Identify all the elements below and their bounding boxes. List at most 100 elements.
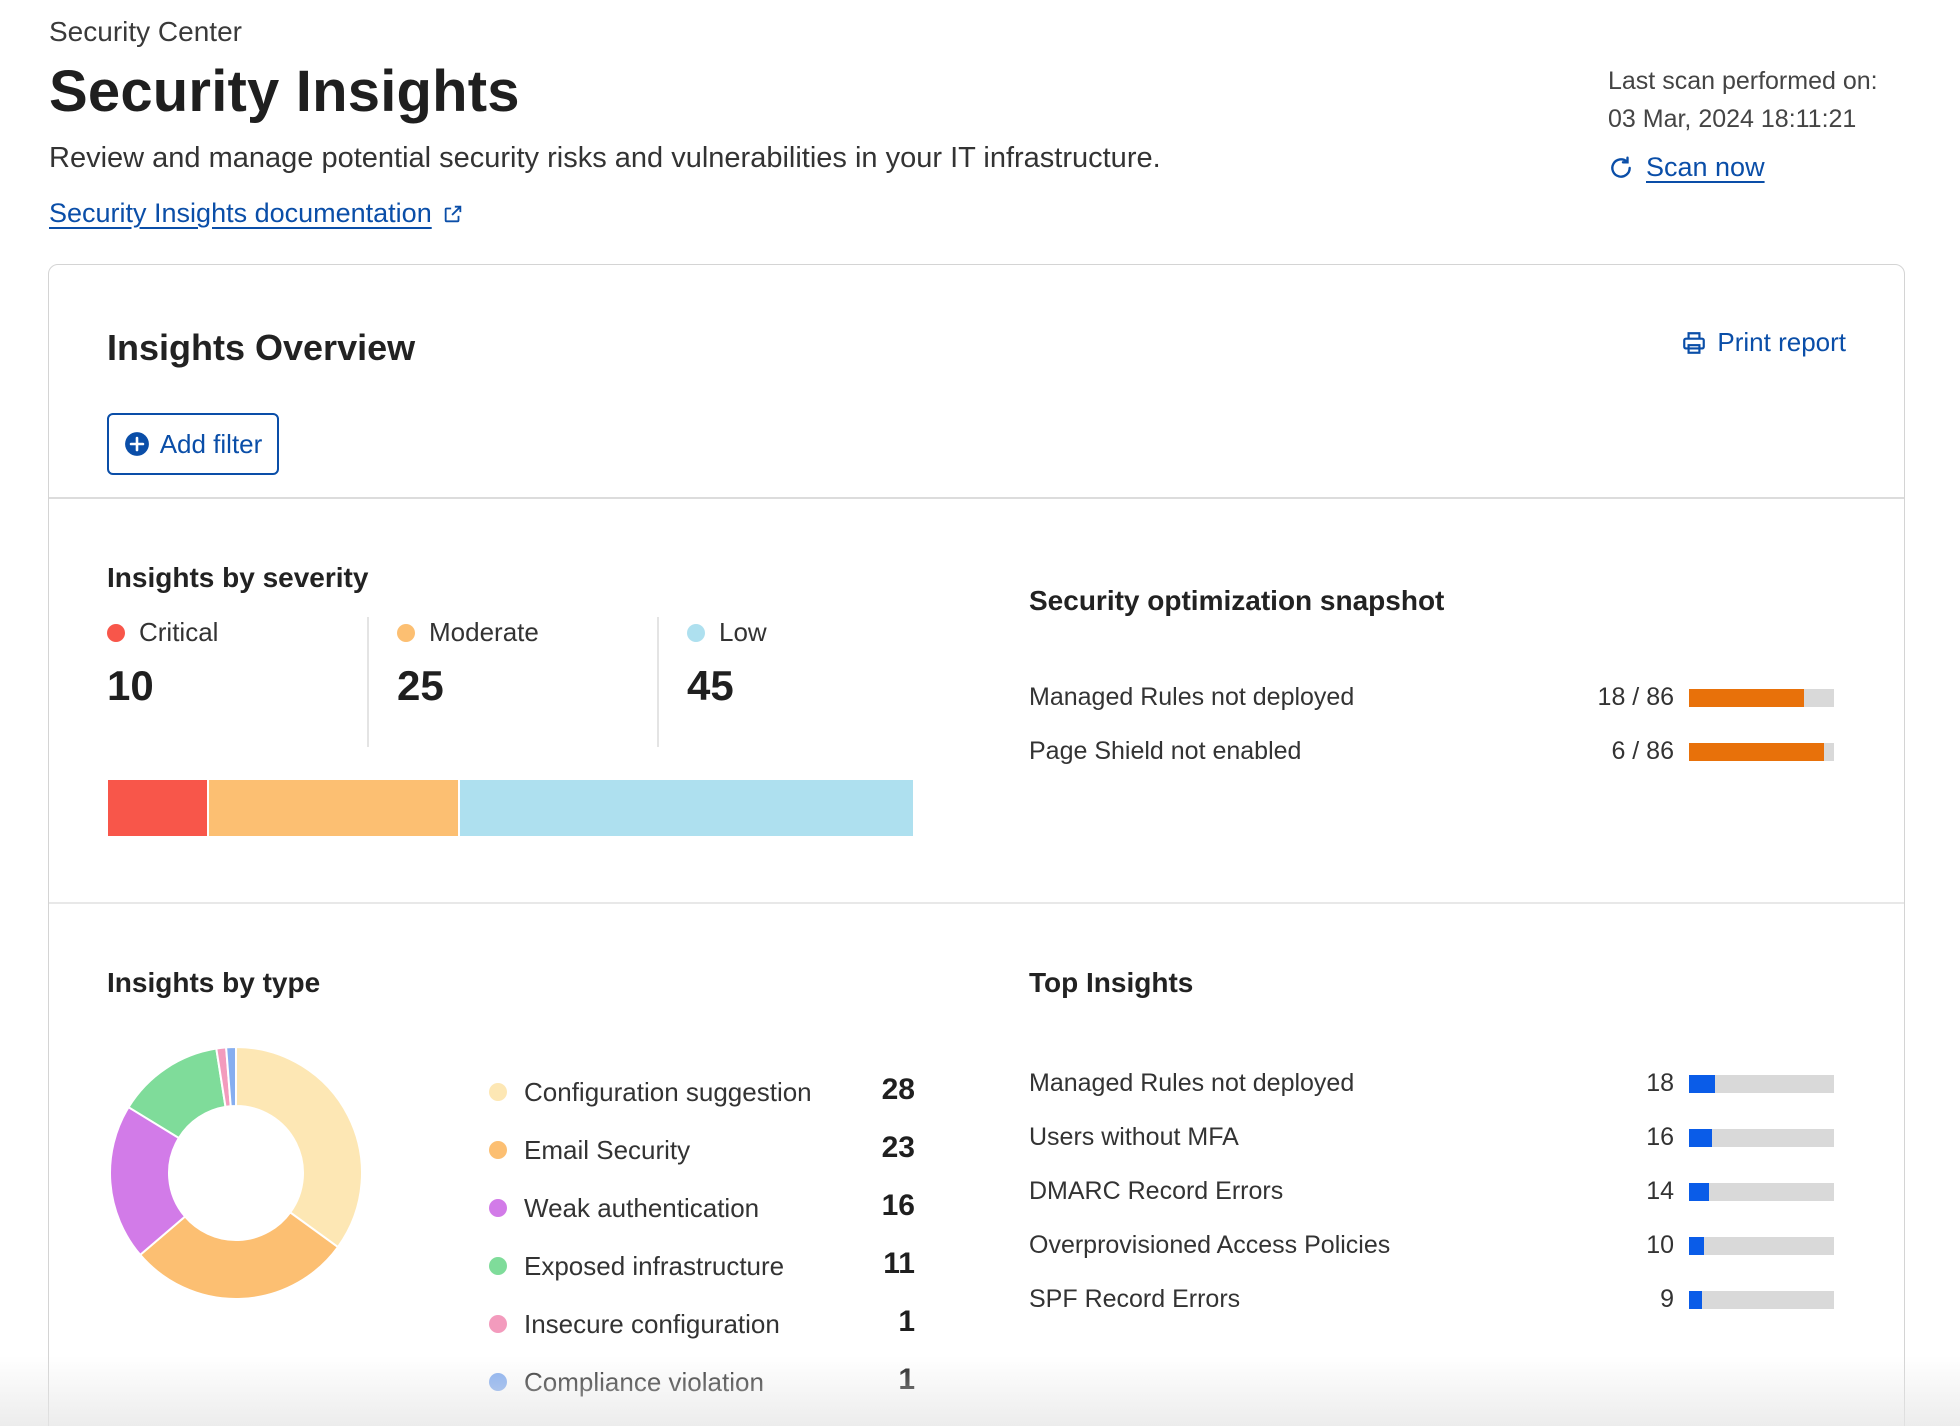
page-title: Security Insights bbox=[49, 59, 520, 124]
legend-dot-icon bbox=[489, 1373, 507, 1391]
type-legend-label: Compliance violation bbox=[524, 1367, 764, 1397]
severity-count: 10 bbox=[107, 662, 154, 709]
severity-section-title: Insights by severity bbox=[107, 562, 369, 593]
snapshot-row-label: Managed Rules not deployed bbox=[1029, 683, 1355, 711]
breadcrumb[interactable]: Security Center bbox=[49, 16, 242, 47]
legend-dot-icon bbox=[489, 1257, 507, 1275]
type-legend-count: 1 bbox=[898, 1363, 915, 1396]
top-insight-progress-fill bbox=[1689, 1237, 1704, 1255]
insights-type-donut-chart bbox=[109, 1045, 363, 1300]
severity-label: Moderate bbox=[429, 617, 539, 647]
top-insights-section-title: Top Insights bbox=[1029, 967, 1194, 998]
moderate-dot-icon bbox=[397, 623, 415, 642]
type-legend-label: Email Security bbox=[524, 1135, 691, 1165]
top-insight-progress-fill bbox=[1689, 1129, 1713, 1147]
type-legend-label: Insecure configuration bbox=[524, 1309, 780, 1339]
severity-bar-segment-low bbox=[460, 780, 913, 836]
insights-overview-card: Insights Overview Print report Add filte… bbox=[48, 264, 1905, 1426]
severity-separator bbox=[367, 617, 369, 747]
last-scan-label: Last scan performed on: bbox=[1608, 67, 1878, 95]
insights-overview-title: Insights Overview bbox=[107, 327, 416, 368]
severity-bar-segment-moderate bbox=[208, 780, 461, 836]
top-insight-row[interactable]: DMARC Record Errors 14 bbox=[1029, 1171, 1834, 1211]
section-divider bbox=[49, 902, 1904, 904]
type-legend-item[interactable]: Weak authentication 16 bbox=[489, 1187, 915, 1227]
type-legend-item[interactable]: Insecure configuration 1 bbox=[489, 1303, 915, 1343]
top-insight-label: Managed Rules not deployed bbox=[1029, 1069, 1355, 1097]
top-insight-label: Overprovisioned Access Policies bbox=[1029, 1231, 1391, 1259]
type-legend-label: Configuration suggestion bbox=[524, 1077, 812, 1107]
snapshot-row-label: Page Shield not enabled bbox=[1029, 737, 1302, 765]
severity-separator bbox=[657, 617, 659, 747]
top-insight-progress-track bbox=[1689, 1075, 1834, 1093]
external-link-icon bbox=[444, 205, 461, 222]
scan-now-label: Scan now bbox=[1646, 152, 1765, 182]
type-legend-count: 1 bbox=[898, 1305, 915, 1338]
top-insight-value: 9 bbox=[1660, 1285, 1674, 1313]
top-insight-progress-fill bbox=[1689, 1291, 1703, 1309]
add-filter-button[interactable]: Add filter bbox=[107, 413, 279, 475]
type-legend-count: 16 bbox=[881, 1189, 915, 1222]
section-divider bbox=[49, 497, 1904, 499]
legend-dot-icon bbox=[489, 1315, 507, 1333]
type-legend-count: 11 bbox=[883, 1247, 915, 1280]
print-report-label: Print report bbox=[1717, 327, 1846, 357]
type-legend-item[interactable]: Compliance violation 1 bbox=[489, 1361, 915, 1401]
top-insight-row[interactable]: Managed Rules not deployed 18 bbox=[1029, 1063, 1834, 1103]
last-scan-info: Last scan performed on: 03 Mar, 2024 18:… bbox=[1608, 62, 1878, 138]
top-insight-progress-track bbox=[1689, 1291, 1834, 1309]
top-insight-progress-fill bbox=[1689, 1183, 1710, 1201]
add-filter-label: Add filter bbox=[159, 428, 263, 459]
top-insight-value: 16 bbox=[1646, 1123, 1674, 1151]
critical-dot-icon bbox=[107, 623, 125, 642]
top-insight-value: 10 bbox=[1646, 1231, 1674, 1259]
scan-now-button[interactable]: Scan now bbox=[1608, 152, 1765, 183]
top-insight-label: Users without MFA bbox=[1029, 1123, 1239, 1151]
type-legend-label: Exposed infrastructure bbox=[524, 1251, 785, 1281]
donut-slice-email-security[interactable] bbox=[138, 1210, 340, 1300]
severity-label: Critical bbox=[139, 617, 219, 647]
legend-dot-icon bbox=[489, 1199, 507, 1217]
snapshot-progress-fill bbox=[1689, 743, 1824, 761]
donut-slice-configuration-suggestion[interactable] bbox=[235, 1045, 363, 1249]
snapshot-row[interactable]: Page Shield not enabled 6 / 86 bbox=[1029, 731, 1834, 771]
severity-count: 45 bbox=[687, 662, 734, 709]
type-legend-item[interactable]: Exposed infrastructure 11 bbox=[489, 1245, 915, 1285]
snapshot-row[interactable]: Managed Rules not deployed 18 / 86 bbox=[1029, 677, 1834, 717]
plus-circle-icon bbox=[124, 432, 149, 456]
type-legend-count: 28 bbox=[881, 1073, 915, 1106]
top-insight-row[interactable]: SPF Record Errors 9 bbox=[1029, 1279, 1834, 1319]
documentation-link[interactable]: Security Insights documentation bbox=[49, 198, 464, 229]
types-section-title: Insights by type bbox=[107, 967, 321, 998]
donut-slice-compliance-violation[interactable] bbox=[225, 1045, 237, 1108]
top-insight-row[interactable]: Overprovisioned Access Policies 10 bbox=[1029, 1225, 1834, 1265]
snapshot-row-value: 18 / 86 bbox=[1597, 683, 1674, 711]
top-insight-label: SPF Record Errors bbox=[1029, 1285, 1241, 1313]
severity-stacked-bar bbox=[108, 780, 913, 836]
top-insight-row[interactable]: Users without MFA 16 bbox=[1029, 1117, 1834, 1157]
snapshot-row-value: 6 / 86 bbox=[1611, 737, 1674, 765]
page-description: Review and manage potential security ris… bbox=[49, 142, 1161, 174]
severity-label: Low bbox=[719, 617, 767, 647]
type-legend-label: Weak authentication bbox=[524, 1193, 760, 1223]
low-dot-icon bbox=[687, 623, 705, 642]
last-scan-time: 03 Mar, 2024 18:11:21 bbox=[1608, 105, 1857, 133]
top-insight-value: 18 bbox=[1646, 1069, 1674, 1097]
type-legend-item[interactable]: Email Security 23 bbox=[489, 1129, 915, 1169]
snapshot-section-title: Security optimization snapshot bbox=[1029, 585, 1445, 616]
type-legend-item[interactable]: Configuration suggestion 28 bbox=[489, 1071, 915, 1111]
legend-dot-icon bbox=[489, 1083, 507, 1101]
top-insight-progress-fill bbox=[1689, 1075, 1716, 1093]
documentation-link-label: Security Insights documentation bbox=[49, 198, 432, 228]
top-insight-progress-track bbox=[1689, 1237, 1834, 1255]
snapshot-progress-track bbox=[1689, 689, 1834, 707]
severity-count: 25 bbox=[397, 662, 444, 709]
top-insight-progress-track bbox=[1689, 1129, 1834, 1147]
severity-moderate: Moderate 25 bbox=[397, 617, 539, 737]
type-legend-count: 23 bbox=[881, 1131, 915, 1164]
print-report-button[interactable]: Print report bbox=[1681, 327, 1846, 358]
severity-critical: Critical 10 bbox=[107, 617, 218, 737]
top-insight-progress-track bbox=[1689, 1183, 1834, 1201]
top-insight-label: DMARC Record Errors bbox=[1029, 1177, 1284, 1205]
printer-icon bbox=[1683, 331, 1706, 354]
